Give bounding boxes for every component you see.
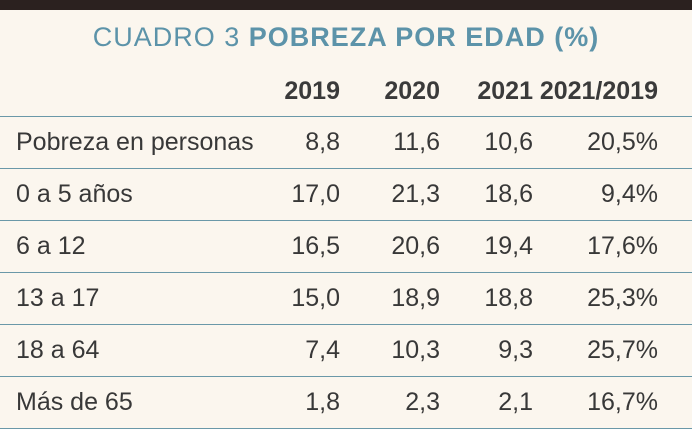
cell-2021-2019: 16,7% — [533, 376, 692, 429]
row-label: 18 a 64 — [0, 324, 266, 377]
table-row: 13 a 17 15,0 18,9 18,8 25,3% — [0, 272, 692, 325]
cell-2021: 2,1 — [440, 376, 533, 429]
title-main: POBREZA POR EDAD (%) — [248, 22, 600, 52]
table-row: Más de 65 1,8 2,3 2,1 16,7% — [0, 376, 692, 429]
cell-2020: 21,3 — [340, 168, 440, 221]
row-label: 6 a 12 — [0, 220, 266, 273]
row-label: 13 a 17 — [0, 272, 266, 325]
table-row: 6 a 12 16,5 20,6 19,4 17,6% — [0, 220, 692, 273]
title-prefix: CUADRO 3 — [92, 22, 241, 52]
cell-2019: 8,8 — [266, 116, 340, 169]
cell-2021-2019: 25,7% — [533, 324, 692, 377]
top-bar — [0, 0, 692, 10]
row-label: Más de 65 — [0, 376, 266, 429]
cell-2021: 19,4 — [440, 220, 533, 273]
row-label: 0 a 5 años — [0, 168, 266, 221]
header-2021: 2021 — [440, 66, 533, 117]
table-row: Pobreza en personas 8,8 11,6 10,6 20,5% — [0, 116, 692, 169]
cell-2021: 9,3 — [440, 324, 533, 377]
cell-2019: 1,8 — [266, 376, 340, 429]
cell-2019: 16,5 — [266, 220, 340, 273]
poverty-by-age-table: 2019 2020 2021 2021/2019 Pobreza en pers… — [0, 66, 692, 429]
table-title: CUADRO 3 POBREZA POR EDAD (%) — [0, 22, 692, 53]
cell-2021-2019: 25,3% — [533, 272, 692, 325]
cell-2021-2019: 9,4% — [533, 168, 692, 221]
cell-2020: 10,3 — [340, 324, 440, 377]
cell-2020: 11,6 — [340, 116, 440, 169]
table-row: 0 a 5 años 17,0 21,3 18,6 9,4% — [0, 168, 692, 221]
cell-2021: 18,8 — [440, 272, 533, 325]
header-empty — [0, 66, 266, 117]
cell-2020: 20,6 — [340, 220, 440, 273]
header-2021-2019: 2021/2019 — [533, 66, 692, 117]
cell-2021-2019: 20,5% — [533, 116, 692, 169]
header-2019: 2019 — [266, 66, 340, 117]
cell-2020: 18,9 — [340, 272, 440, 325]
cell-2019: 7,4 — [266, 324, 340, 377]
cell-2019: 17,0 — [266, 168, 340, 221]
cell-2019: 15,0 — [266, 272, 340, 325]
cell-2021-2019: 17,6% — [533, 220, 692, 273]
cell-2021: 18,6 — [440, 168, 533, 221]
row-label: Pobreza en personas — [0, 116, 266, 169]
header-row: 2019 2020 2021 2021/2019 — [0, 66, 692, 117]
table-row: 18 a 64 7,4 10,3 9,3 25,7% — [0, 324, 692, 377]
cell-2021: 10,6 — [440, 116, 533, 169]
cell-2020: 2,3 — [340, 376, 440, 429]
header-2020: 2020 — [340, 66, 440, 117]
